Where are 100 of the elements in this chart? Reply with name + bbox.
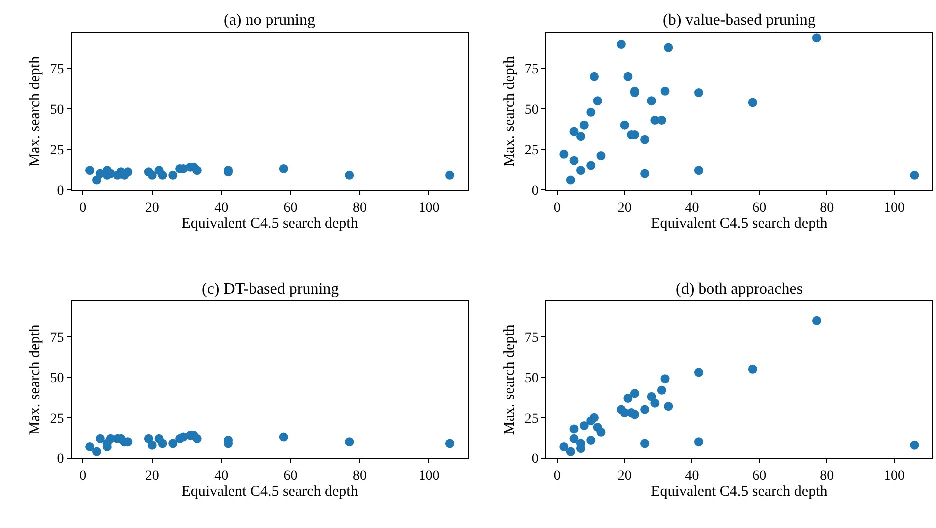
x-tick-label: 80 bbox=[820, 469, 834, 484]
x-tick-label: 20 bbox=[618, 469, 632, 484]
x-axis-title: Equivalent C4.5 search depth bbox=[182, 216, 359, 232]
point bbox=[345, 170, 354, 180]
point bbox=[640, 405, 650, 414]
point bbox=[650, 398, 660, 408]
chart-title: (d) both approaches bbox=[676, 281, 804, 298]
x-tick-label: 40 bbox=[214, 469, 229, 484]
point bbox=[586, 161, 596, 170]
point bbox=[148, 440, 157, 450]
x-tick-label: 60 bbox=[752, 469, 767, 484]
y-tick-label: 0 bbox=[532, 184, 539, 199]
point bbox=[446, 170, 454, 180]
point bbox=[596, 428, 606, 437]
point bbox=[576, 166, 586, 176]
point bbox=[566, 176, 576, 185]
chart-title: (b) value-based pruning bbox=[663, 12, 816, 29]
point bbox=[86, 166, 95, 176]
point bbox=[694, 88, 704, 98]
point bbox=[86, 442, 95, 452]
point bbox=[168, 170, 178, 180]
point bbox=[144, 434, 154, 444]
chart-title: (c) DT-based pruning bbox=[202, 281, 340, 298]
point bbox=[657, 386, 666, 395]
point bbox=[168, 439, 178, 448]
point bbox=[446, 439, 454, 448]
point bbox=[664, 43, 674, 52]
x-tick-label: 60 bbox=[284, 469, 298, 484]
x-tick-label: 80 bbox=[353, 469, 368, 484]
point bbox=[748, 98, 758, 108]
point bbox=[640, 135, 650, 144]
y-tick-label: 50 bbox=[524, 371, 539, 386]
point bbox=[586, 108, 596, 117]
y-tick-label: 25 bbox=[50, 143, 64, 158]
point bbox=[616, 40, 626, 50]
y-tick-label: 25 bbox=[524, 143, 539, 158]
x-tick-label: 40 bbox=[685, 469, 700, 484]
point bbox=[624, 394, 633, 403]
point bbox=[158, 170, 168, 180]
point bbox=[570, 424, 579, 434]
point bbox=[560, 150, 569, 159]
point bbox=[630, 389, 640, 398]
point bbox=[620, 120, 630, 130]
y-tick-label: 0 bbox=[57, 452, 64, 468]
y-axis-title: Max. search depth bbox=[28, 324, 44, 436]
point bbox=[279, 432, 288, 442]
y-tick-label: 75 bbox=[50, 62, 64, 78]
point bbox=[158, 439, 168, 448]
x-tick-label: 100 bbox=[884, 469, 906, 484]
y-tick-label: 75 bbox=[50, 330, 64, 346]
point bbox=[124, 168, 133, 177]
point bbox=[640, 439, 650, 448]
y-tick-label: 25 bbox=[524, 412, 539, 427]
point bbox=[664, 402, 674, 412]
point bbox=[910, 440, 920, 450]
point bbox=[812, 316, 822, 326]
point bbox=[570, 156, 579, 166]
point bbox=[694, 438, 704, 447]
point bbox=[279, 164, 288, 174]
chart-title: (a) no pruning bbox=[224, 12, 316, 29]
y-axis-title: Max. search depth bbox=[502, 56, 518, 167]
point bbox=[630, 410, 640, 420]
x-tick-label: 20 bbox=[145, 200, 160, 216]
y-axis-title: Max. search depth bbox=[502, 324, 518, 436]
point bbox=[96, 434, 105, 444]
x-tick-label: 40 bbox=[214, 200, 229, 216]
y-tick-label: 25 bbox=[50, 412, 64, 427]
x-axis-title: Equivalent C4.5 search depth bbox=[651, 484, 828, 500]
point bbox=[596, 152, 606, 161]
point bbox=[586, 436, 596, 445]
x-tick-label: 60 bbox=[284, 200, 298, 216]
point bbox=[694, 368, 704, 378]
x-tick-label: 100 bbox=[418, 469, 440, 484]
x-tick-label: 20 bbox=[145, 469, 160, 484]
y-tick-label: 75 bbox=[524, 62, 539, 78]
point bbox=[345, 438, 354, 447]
x-tick-label: 20 bbox=[618, 200, 632, 216]
x-tick-label: 40 bbox=[685, 200, 700, 216]
x-tick-label: 0 bbox=[80, 469, 87, 484]
point bbox=[570, 127, 579, 136]
x-tick-label: 80 bbox=[353, 200, 368, 216]
point bbox=[590, 413, 599, 422]
x-tick-label: 100 bbox=[884, 200, 906, 216]
point bbox=[910, 170, 920, 180]
x-tick-label: 80 bbox=[820, 200, 834, 216]
point bbox=[812, 34, 822, 43]
point bbox=[640, 169, 650, 178]
point bbox=[748, 364, 758, 374]
point bbox=[570, 434, 579, 444]
point bbox=[92, 447, 102, 456]
x-axis-title: Equivalent C4.5 search depth bbox=[182, 484, 359, 500]
point bbox=[148, 170, 157, 180]
point bbox=[192, 434, 202, 444]
point bbox=[624, 72, 633, 82]
point bbox=[647, 96, 656, 106]
x-tick-label: 0 bbox=[80, 200, 87, 216]
y-tick-label: 0 bbox=[532, 452, 539, 468]
point bbox=[660, 374, 670, 384]
point bbox=[694, 166, 704, 176]
y-tick-label: 50 bbox=[50, 103, 64, 118]
